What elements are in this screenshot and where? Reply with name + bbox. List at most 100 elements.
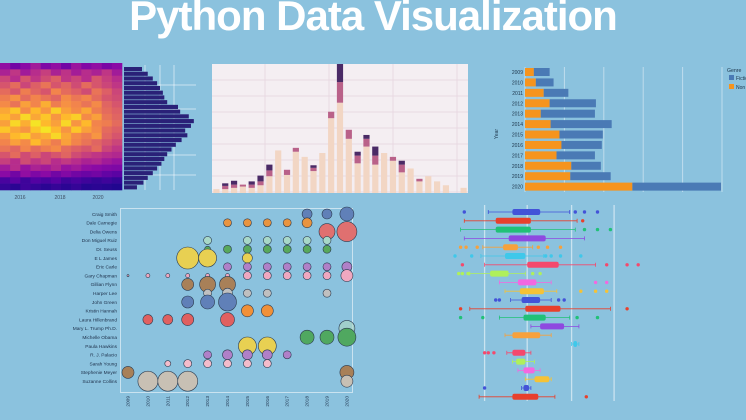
heatmap-cell xyxy=(0,164,11,172)
heatmap-cell xyxy=(0,94,11,102)
marginal-bar xyxy=(124,119,194,124)
bubble-author-label: Craig Smith xyxy=(92,212,117,218)
bubble xyxy=(322,244,332,254)
heatmap-cell xyxy=(40,145,52,153)
histogram-bar-segment xyxy=(363,134,370,139)
heatmap-cell xyxy=(30,82,41,89)
heatmap-cell xyxy=(111,94,123,102)
bubble xyxy=(223,244,232,254)
genre-y-tick-label: 2017 xyxy=(512,153,523,159)
box-outlier xyxy=(608,227,613,232)
bubble-x-tick-label: 2014 xyxy=(225,396,231,407)
heatmap-cell xyxy=(20,82,31,89)
heatmap-cell xyxy=(91,63,102,70)
heatmap-cell xyxy=(10,120,21,127)
box-outlier xyxy=(470,254,474,258)
genre-bar-segment xyxy=(535,78,554,87)
heatmap-cell xyxy=(111,183,123,191)
box-outlier xyxy=(482,351,487,355)
box-outlier xyxy=(458,315,463,320)
heatmap-cell xyxy=(71,145,82,153)
heatmap-cell xyxy=(20,94,31,102)
heatmap-cell xyxy=(111,69,123,76)
bubble xyxy=(322,271,332,280)
heatmap-cell xyxy=(10,158,21,165)
bubble-author-label: Harper Lee xyxy=(93,291,117,297)
heatmap-cell xyxy=(71,177,82,184)
heatmap-cell xyxy=(30,126,41,134)
genre-stacked-bar-chart: 2009 2010 2011 2012 2013 2014 2015 2016 2017 2018… xyxy=(494,67,746,192)
bubble xyxy=(121,366,135,379)
box-outlier xyxy=(558,245,563,249)
heatmap-cell xyxy=(40,177,52,184)
heatmap-cell xyxy=(50,63,62,70)
heatmap-cell xyxy=(61,113,72,121)
box-outlier xyxy=(595,227,600,232)
bubble xyxy=(183,359,192,368)
heatmap-cell xyxy=(50,120,62,127)
heatmap-cell xyxy=(101,151,113,159)
bubble-author-label: Stephenie Meyer xyxy=(81,370,118,376)
marginal-bar xyxy=(124,137,182,143)
histogram-bar-segment xyxy=(460,187,467,193)
histogram-bar-segment xyxy=(381,153,388,193)
heatmap-cell xyxy=(61,101,72,108)
heatmap-cell xyxy=(81,113,92,121)
heatmap-cell xyxy=(30,107,41,115)
heatmap-cell xyxy=(101,75,113,83)
histogram-bar-segment xyxy=(354,163,361,193)
genre-y-tick-label: 2016 xyxy=(512,143,523,149)
bubble xyxy=(200,294,215,310)
genre-y-tick-label: 2013 xyxy=(512,112,523,118)
heatmap-cell xyxy=(101,88,113,96)
genre-bar-segment xyxy=(632,182,722,191)
genre-bar-segment xyxy=(525,140,562,149)
box-outlier xyxy=(595,210,600,214)
heatmap-cell xyxy=(50,107,62,115)
heatmap-cell xyxy=(111,113,123,121)
bubble xyxy=(223,218,232,228)
heatmap-cell xyxy=(91,94,102,102)
bubble xyxy=(165,273,171,278)
bubble-author-label: Gillian Flynn xyxy=(91,282,118,288)
bubble-x-tick-label: 2020 xyxy=(344,396,350,407)
heatmap-cell xyxy=(71,126,82,134)
histogram-bar-segment xyxy=(336,102,344,193)
heatmap-cell xyxy=(0,126,11,134)
heatmap-cell xyxy=(20,158,31,165)
marginal-bar xyxy=(124,109,181,114)
heatmap-x-tick-label: 2018 xyxy=(54,195,65,201)
heatmap-cell xyxy=(81,107,92,115)
heatmap-cell xyxy=(40,132,52,140)
genre-bar-segment xyxy=(525,172,571,181)
genre-y-tick-label: 2014 xyxy=(512,122,523,128)
box-outlier xyxy=(464,245,468,249)
box xyxy=(503,244,518,251)
heatmap-cell xyxy=(40,88,52,96)
marginal-bar xyxy=(124,171,153,176)
box xyxy=(505,253,526,259)
bubble xyxy=(162,314,174,325)
heatmap-cell xyxy=(40,158,52,165)
heatmap-cell xyxy=(111,139,123,146)
heatmap-cell xyxy=(101,158,113,165)
histogram-bar-segment xyxy=(442,185,450,193)
heatmap-cell xyxy=(91,170,102,178)
heatmap-cell xyxy=(91,139,102,146)
heatmap-cell xyxy=(0,113,11,121)
bubble-x-tick-label: 2017 xyxy=(285,396,291,407)
histogram-bar-segment xyxy=(239,186,246,193)
histogram-bar-segment xyxy=(328,111,335,119)
heatmap-cell xyxy=(20,101,31,108)
heatmap-cell xyxy=(30,75,41,83)
histogram-bar-segment xyxy=(372,155,379,165)
heatmap-cell xyxy=(111,158,123,165)
marginal-bar xyxy=(124,100,168,105)
heatmap-cell xyxy=(111,177,123,184)
heatmap-cell xyxy=(71,151,82,159)
box-outlier xyxy=(625,263,629,267)
heatmap-cell xyxy=(30,101,41,108)
heatmap-cell xyxy=(61,132,72,140)
box xyxy=(523,367,535,374)
box-outlier xyxy=(492,351,496,355)
